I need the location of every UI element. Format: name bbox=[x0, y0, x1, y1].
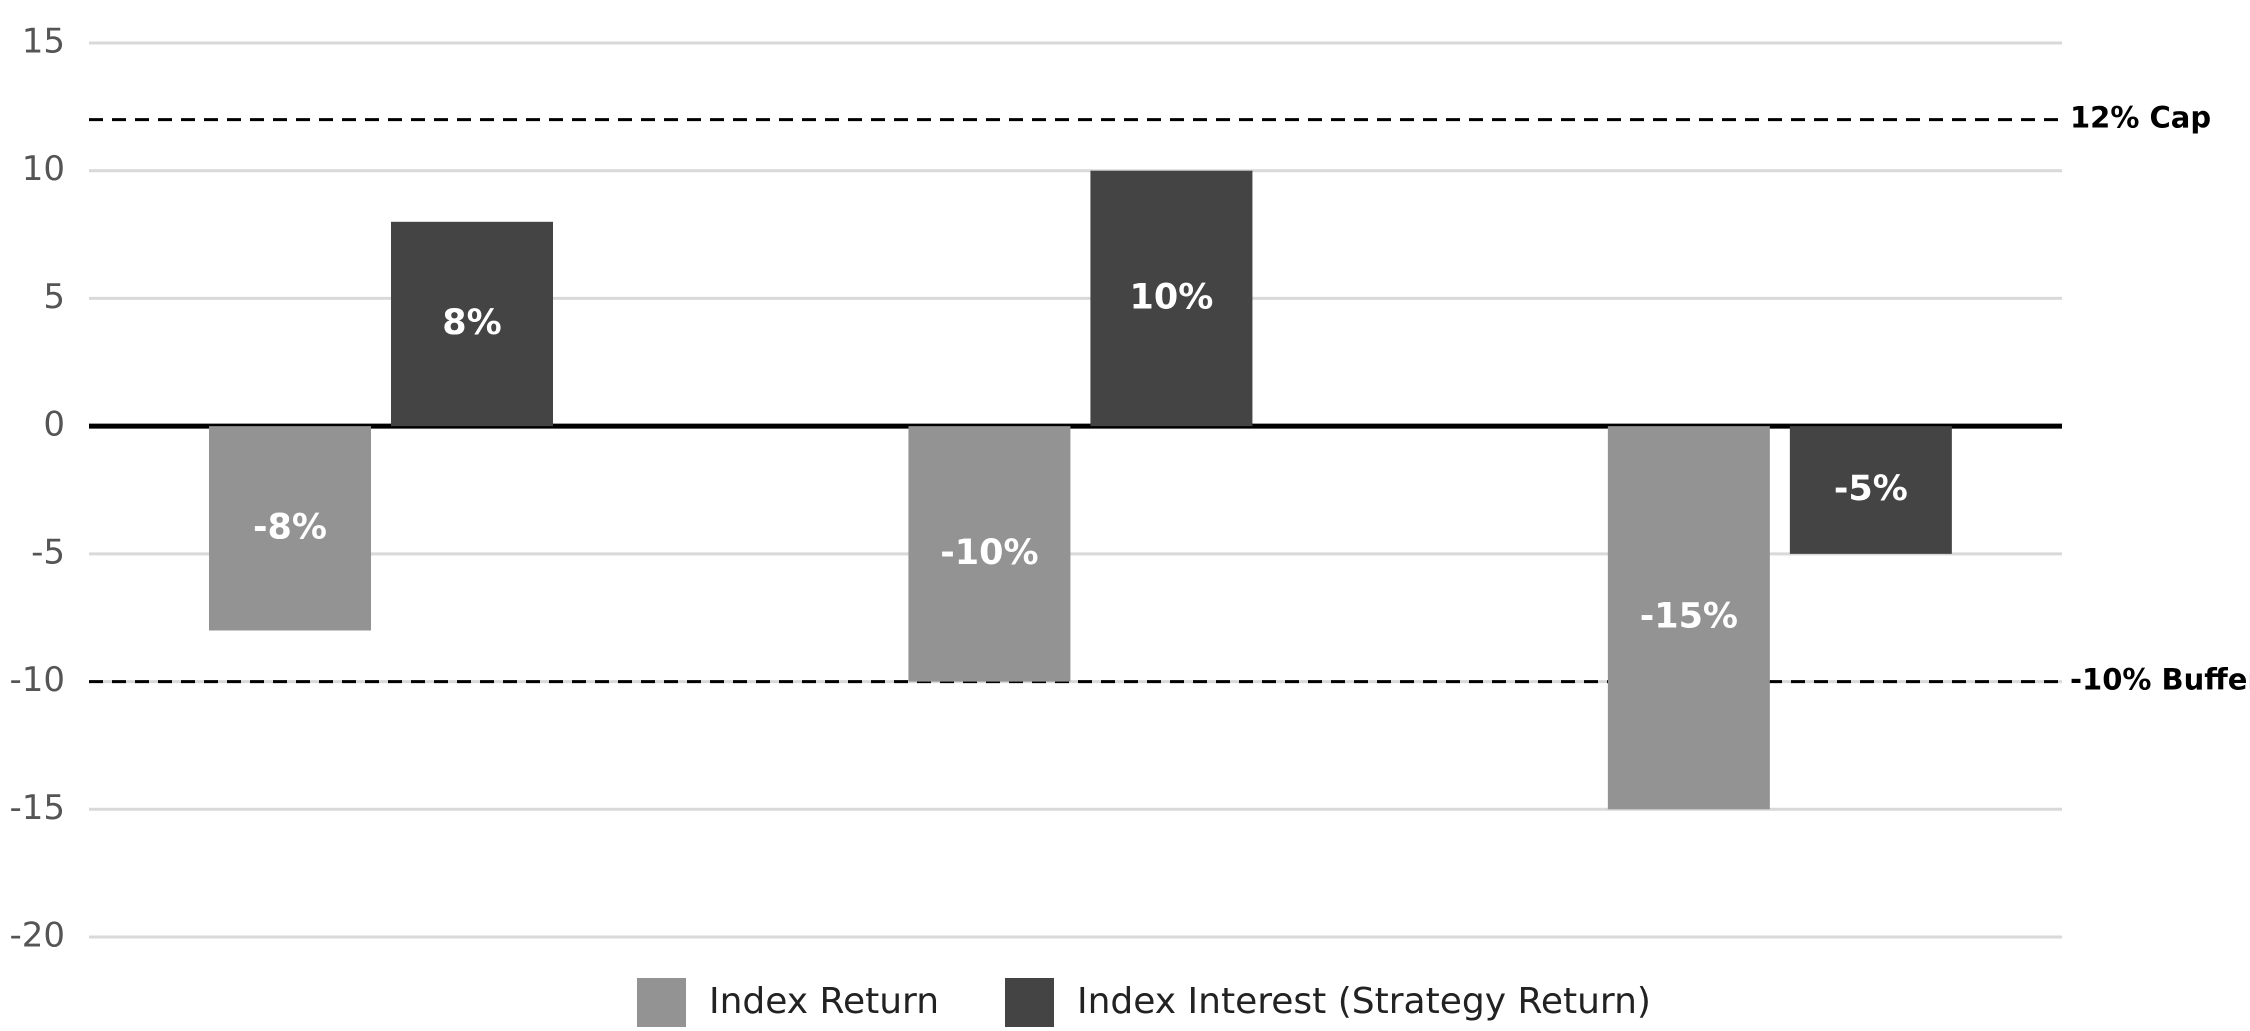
bar bbox=[391, 221, 554, 427]
legend-swatch bbox=[1005, 978, 1054, 1027]
bar bbox=[908, 426, 1071, 682]
reference-label: 12% Cap bbox=[2070, 101, 2211, 135]
bar bbox=[1607, 426, 1770, 810]
legend-label: Index Interest (Strategy Return) bbox=[1077, 981, 1651, 1022]
data-label: -10% bbox=[940, 533, 1038, 573]
legend-label: Index Return bbox=[709, 981, 939, 1022]
data-label: -5% bbox=[1834, 469, 1908, 509]
bar bbox=[1090, 170, 1253, 427]
data-label: -8% bbox=[253, 507, 327, 547]
reference-label: -10% Buffer bbox=[2070, 663, 2250, 697]
y-tick-label: -15 bbox=[9, 788, 65, 828]
legend-swatch bbox=[637, 978, 686, 1027]
data-label: -15% bbox=[1640, 597, 1738, 637]
data-label: 10% bbox=[1130, 277, 1214, 317]
y-tick-label: 0 bbox=[43, 405, 65, 445]
data-label: 8% bbox=[442, 303, 501, 343]
y-tick-label: -10 bbox=[9, 660, 65, 700]
y-tick-label: 5 bbox=[43, 277, 65, 317]
y-tick-label: 10 bbox=[22, 149, 65, 189]
bar bbox=[1789, 426, 1952, 554]
y-tick-label: 15 bbox=[22, 22, 65, 62]
y-tick-label: -20 bbox=[9, 916, 65, 956]
bar bbox=[209, 426, 372, 631]
y-tick-label: -5 bbox=[31, 532, 65, 572]
